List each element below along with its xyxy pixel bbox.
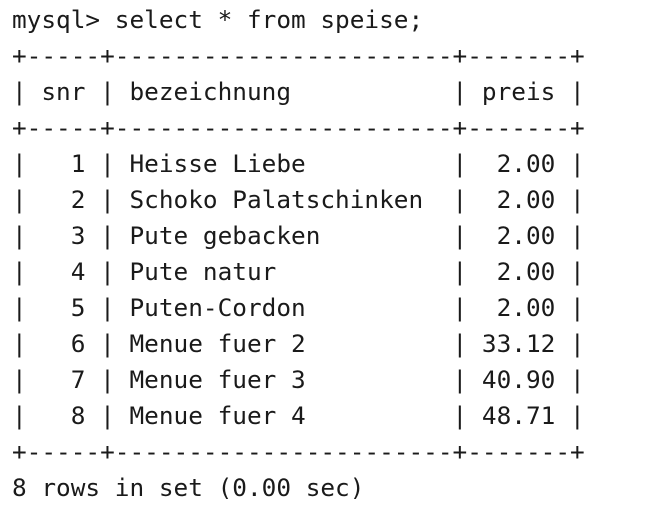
result-summary: 8 rows in set (0.00 sec): [12, 473, 365, 502]
table-row: | 7 | Menue fuer 3 | 40.90 |: [12, 365, 585, 394]
table-row: | 8 | Menue fuer 4 | 48.71 |: [12, 401, 585, 430]
table-row: | 2 | Schoko Palatschinken | 2.00 |: [12, 185, 585, 214]
command-prompt-line: mysql> select * from speise;: [12, 5, 424, 34]
table-row: | 1 | Heisse Liebe | 2.00 |: [12, 149, 585, 178]
table-header-border: +-----+-----------------------+-------+: [12, 113, 585, 142]
table-row: | 3 | Pute gebacken | 2.00 |: [12, 221, 585, 250]
table-header-row: | snr | bezeichnung | preis |: [12, 77, 585, 106]
table-row: | 4 | Pute natur | 2.00 |: [12, 257, 585, 286]
table-row: | 5 | Puten-Cordon | 2.00 |: [12, 293, 585, 322]
table-bottom-border: +-----+-----------------------+-------+: [12, 437, 585, 466]
table-top-border: +-----+-----------------------+-------+: [12, 41, 585, 70]
table-row: | 6 | Menue fuer 2 | 33.12 |: [12, 329, 585, 358]
